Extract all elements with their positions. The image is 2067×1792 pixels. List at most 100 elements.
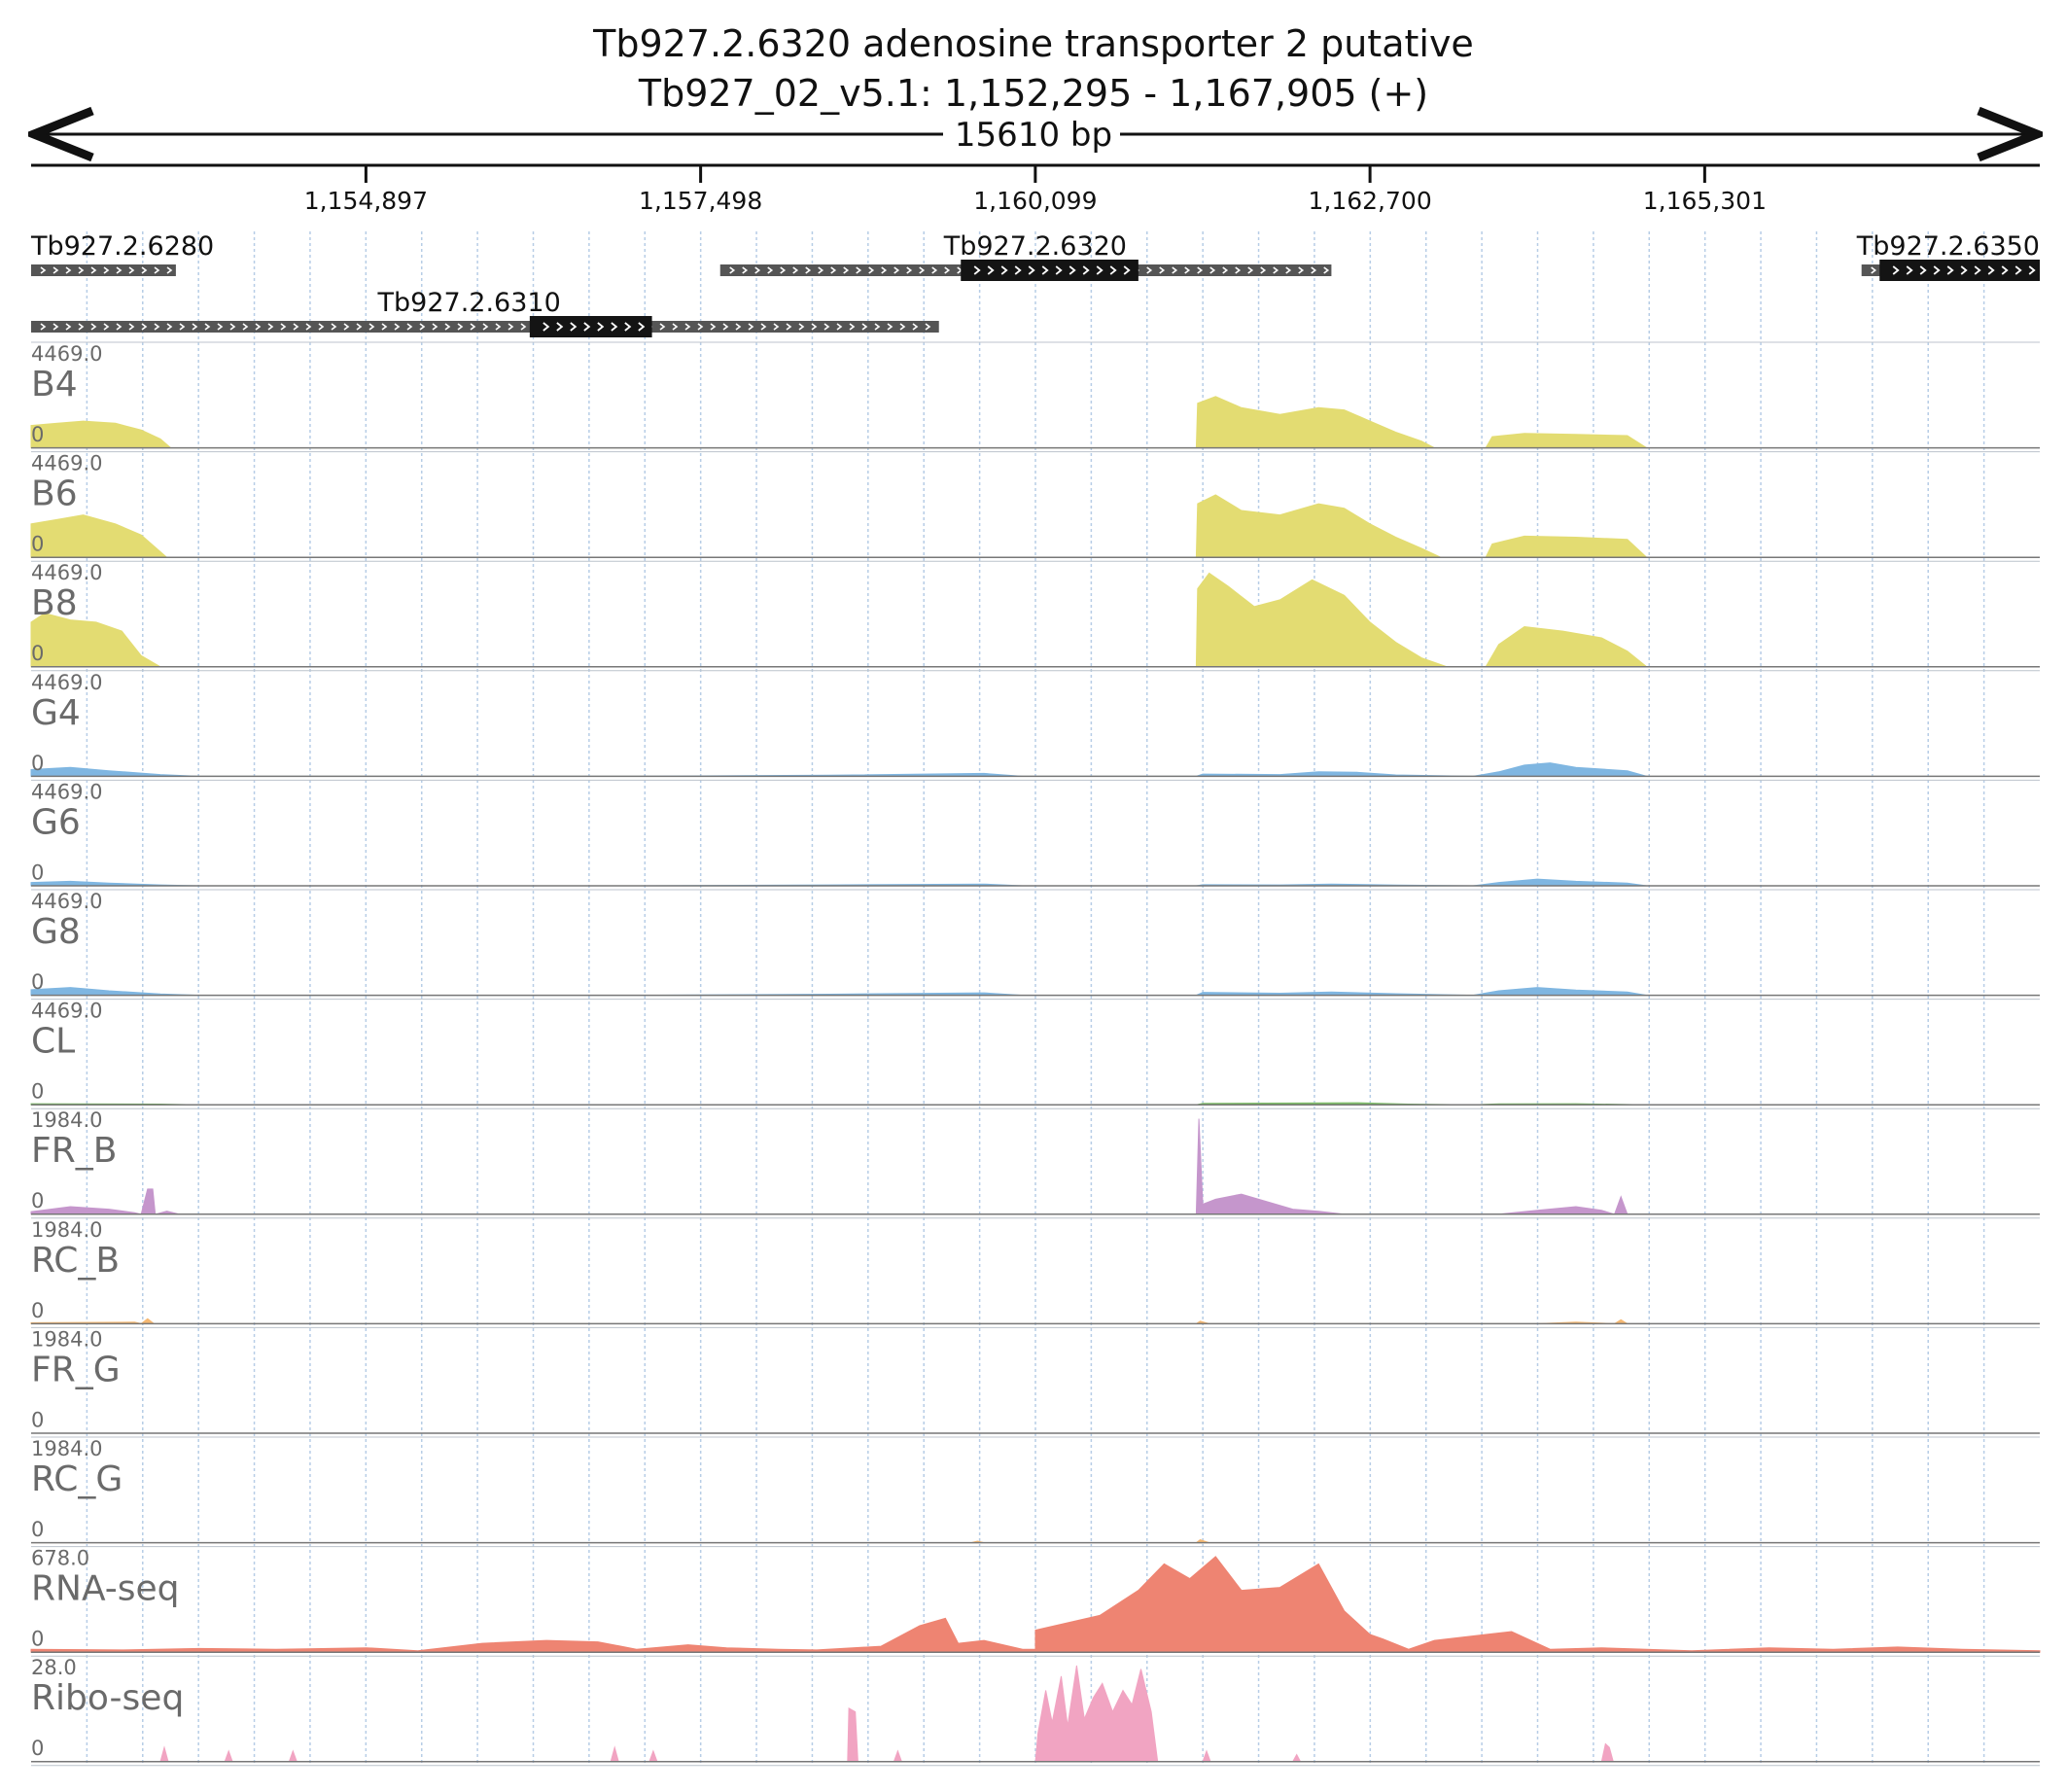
strand-chevron bbox=[53, 266, 59, 274]
track-max-label: 4469.0 bbox=[31, 1000, 102, 1023]
strand-chevron bbox=[754, 266, 761, 274]
strand-chevron bbox=[128, 266, 135, 274]
track-max-label: 4469.0 bbox=[31, 452, 102, 475]
gene-label: Tb927.2.6280 bbox=[30, 231, 214, 262]
strand-chevron bbox=[78, 266, 85, 274]
chart-location: Tb927_02_v5.1: 1,152,295 - 1,167,905 (+) bbox=[638, 72, 1428, 115]
strand-chevron bbox=[887, 323, 893, 331]
track-zero-label: 0 bbox=[31, 752, 44, 775]
strand-chevron bbox=[255, 323, 262, 331]
strand-chevron bbox=[729, 266, 736, 274]
strand-chevron bbox=[1000, 265, 1008, 275]
strand-chevron bbox=[406, 323, 413, 331]
strand-chevron bbox=[611, 322, 618, 332]
strand-chevron bbox=[419, 323, 426, 331]
track-max-label: 678.0 bbox=[31, 1547, 89, 1570]
track-zero-label: 0 bbox=[31, 1299, 44, 1322]
tick-label: 1,154,897 bbox=[304, 187, 428, 215]
track-name-label: RC_B bbox=[31, 1241, 120, 1281]
track-b6[interactable]: 4469.0B6 0 bbox=[30, 451, 2040, 558]
track-rc-g[interactable]: 1984.0RC_G 0 bbox=[31, 1436, 2040, 1544]
gene-label: Tb927.2.6310 bbox=[377, 288, 561, 318]
strand-chevron bbox=[836, 323, 843, 331]
track-g8[interactable]: 4469.0G8 0 bbox=[30, 889, 2040, 997]
track-name-label: G8 bbox=[31, 912, 81, 952]
track-name-label: RC_G bbox=[31, 1459, 123, 1499]
chart-title: Tb927.2.6320 adenosine transporter 2 put… bbox=[592, 22, 1474, 65]
track-rc-b[interactable]: 1984.0RC_B 0 bbox=[30, 1217, 2040, 1325]
strand-chevron bbox=[229, 323, 236, 331]
strand-chevron bbox=[1069, 265, 1076, 275]
strand-chevron bbox=[2001, 265, 2009, 275]
strand-chevron bbox=[856, 266, 862, 274]
strand-chevron bbox=[65, 266, 72, 274]
track-fr-b[interactable]: 1984.0FR_B 0 bbox=[30, 1107, 2040, 1215]
strand-chevron bbox=[2028, 265, 2036, 275]
strand-chevron bbox=[280, 323, 287, 331]
strand-chevron bbox=[40, 323, 47, 331]
strand-chevron bbox=[1172, 266, 1178, 274]
gene-cds-block bbox=[1879, 260, 2040, 281]
strand-chevron bbox=[931, 266, 938, 274]
track-zero-label: 0 bbox=[31, 533, 44, 556]
strand-chevron bbox=[192, 323, 198, 331]
strand-chevron bbox=[710, 323, 717, 331]
strand-chevron bbox=[748, 323, 754, 331]
track-name-label: FR_G bbox=[31, 1350, 121, 1389]
coverage-area bbox=[30, 494, 1648, 558]
strand-chevron bbox=[849, 323, 856, 331]
coverage-tracks: 4469.0B404469.0B604469.0B804469.0G404469… bbox=[30, 341, 2041, 1767]
strand-chevron bbox=[1041, 265, 1049, 275]
strand-chevron bbox=[1159, 266, 1166, 274]
strand-chevron bbox=[470, 323, 476, 331]
coverage-area bbox=[30, 878, 1647, 887]
track-g6[interactable]: 4469.0G6 0 bbox=[30, 779, 2040, 887]
gene-label: Tb927.2.6350 bbox=[1856, 231, 2040, 262]
strand-chevron bbox=[811, 323, 818, 331]
strand-chevron bbox=[78, 323, 85, 331]
strand-chevron bbox=[1323, 266, 1330, 274]
strand-chevron bbox=[508, 323, 514, 331]
strand-chevron bbox=[1974, 265, 1981, 275]
strand-chevron bbox=[305, 323, 312, 331]
strand-chevron bbox=[868, 266, 875, 274]
strand-chevron bbox=[919, 266, 926, 274]
strand-chevron bbox=[179, 323, 186, 331]
track-b8[interactable]: 4469.0B8 0 bbox=[30, 560, 2040, 668]
gene-tb927-2-6320[interactable]: Tb927.2.6320 bbox=[719, 231, 1332, 281]
strand-chevron bbox=[90, 323, 97, 331]
track-max-label: 1984.0 bbox=[31, 1108, 102, 1132]
track-zero-label: 0 bbox=[31, 1518, 44, 1541]
strand-chevron bbox=[166, 266, 173, 274]
track-zero-label: 0 bbox=[31, 1737, 44, 1760]
coverage-area bbox=[30, 1318, 1629, 1324]
strand-chevron bbox=[1055, 265, 1063, 275]
strand-chevron bbox=[1247, 266, 1254, 274]
track-b4[interactable]: 4469.0B4 0 bbox=[30, 341, 2040, 449]
strand-chevron bbox=[556, 322, 564, 332]
strand-chevron bbox=[166, 323, 173, 331]
gene-cds-block bbox=[961, 260, 1139, 281]
track-name-label: B6 bbox=[31, 474, 78, 514]
gene-tb927-2-6350[interactable]: Tb927.2.6350 bbox=[1856, 231, 2040, 281]
gene-tb927-2-6310[interactable]: Tb927.2.6310 bbox=[31, 288, 939, 337]
strand-chevron bbox=[792, 266, 799, 274]
gene-tb927-2-6280[interactable]: Tb927.2.6280 bbox=[30, 231, 214, 276]
strand-chevron bbox=[684, 323, 691, 331]
grid-lines bbox=[86, 231, 1985, 1766]
strand-chevron bbox=[1184, 266, 1191, 274]
strand-chevron bbox=[773, 323, 780, 331]
strand-chevron bbox=[1014, 265, 1022, 275]
strand-chevron bbox=[760, 323, 767, 331]
track-g4[interactable]: 4469.0G4 0 bbox=[30, 670, 2040, 778]
strand-chevron bbox=[141, 323, 148, 331]
track-cl[interactable]: 4469.0CL 0 bbox=[30, 999, 2040, 1106]
track-fr-g[interactable]: 1984.0FR_G 0 bbox=[31, 1326, 2040, 1434]
span-ruler: 15610 bp bbox=[31, 116, 2040, 155]
strand-chevron bbox=[735, 323, 742, 331]
strand-chevron bbox=[331, 323, 337, 331]
track-name-label: B8 bbox=[31, 583, 78, 623]
